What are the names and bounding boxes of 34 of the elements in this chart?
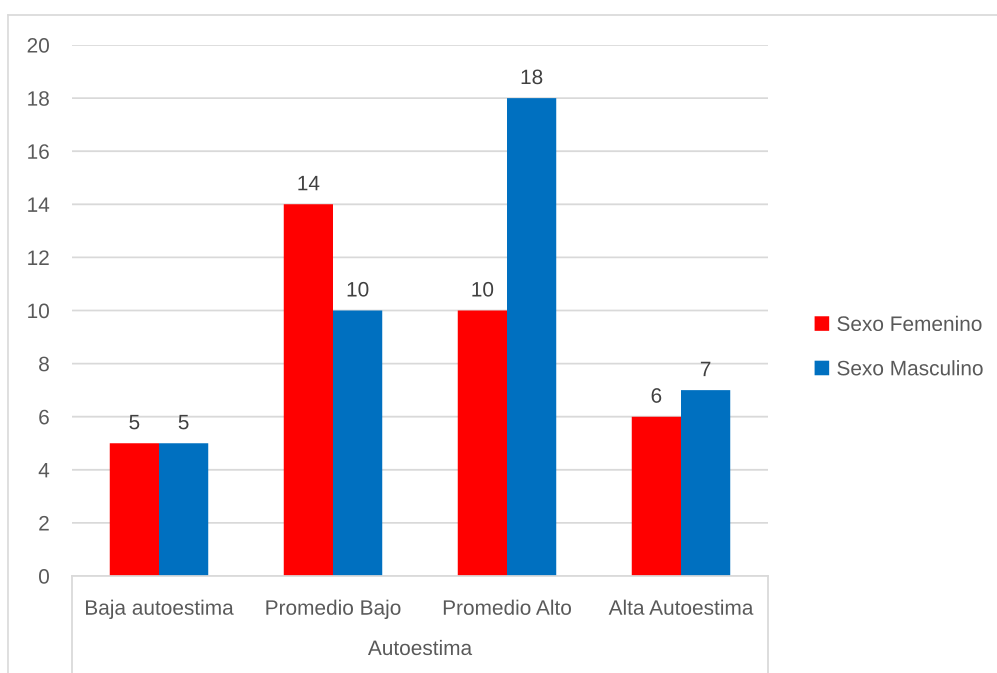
data-label: 10 xyxy=(472,282,494,297)
bar xyxy=(333,310,382,576)
data-label: 5 xyxy=(129,414,140,430)
data-label: 5 xyxy=(178,414,189,430)
y-tick-label: 8 xyxy=(39,356,49,372)
y-tick-label: 4 xyxy=(38,463,50,478)
x-axis-title: Autoestima xyxy=(368,640,472,656)
bar xyxy=(681,390,730,576)
x-tick-label: Promedio Alto xyxy=(444,600,571,615)
data-label: 10 xyxy=(348,282,368,297)
data-label: 6 xyxy=(652,388,662,403)
data-label: 7 xyxy=(700,362,710,376)
y-tick-label: 0 xyxy=(39,569,49,584)
legend-label: Sexo Femenino xyxy=(837,316,982,332)
y-tick-label: 10 xyxy=(28,304,49,318)
y-tick-label: 12 xyxy=(28,250,49,265)
legend-label: Sexo Masculino xyxy=(837,360,983,376)
y-tick-label: 20 xyxy=(28,38,49,53)
y-tick-label: 14 xyxy=(28,198,50,212)
bar xyxy=(458,310,507,576)
bar xyxy=(284,204,333,576)
y-tick-label: 6 xyxy=(39,410,49,424)
bar xyxy=(507,98,556,576)
y-tick-label: 2 xyxy=(39,516,49,530)
y-tick-label: 16 xyxy=(28,144,49,159)
data-label: 14 xyxy=(298,176,320,190)
x-tick-label: Baja autoestima xyxy=(86,600,234,620)
x-tick-label: Promedio Bajo xyxy=(266,600,400,620)
bar xyxy=(632,416,681,576)
x-tick-label: Alta Autoestima xyxy=(608,600,754,615)
bar xyxy=(110,443,159,576)
y-tick-label: 18 xyxy=(28,91,49,106)
bar xyxy=(159,443,208,576)
data-label: 18 xyxy=(522,70,542,84)
